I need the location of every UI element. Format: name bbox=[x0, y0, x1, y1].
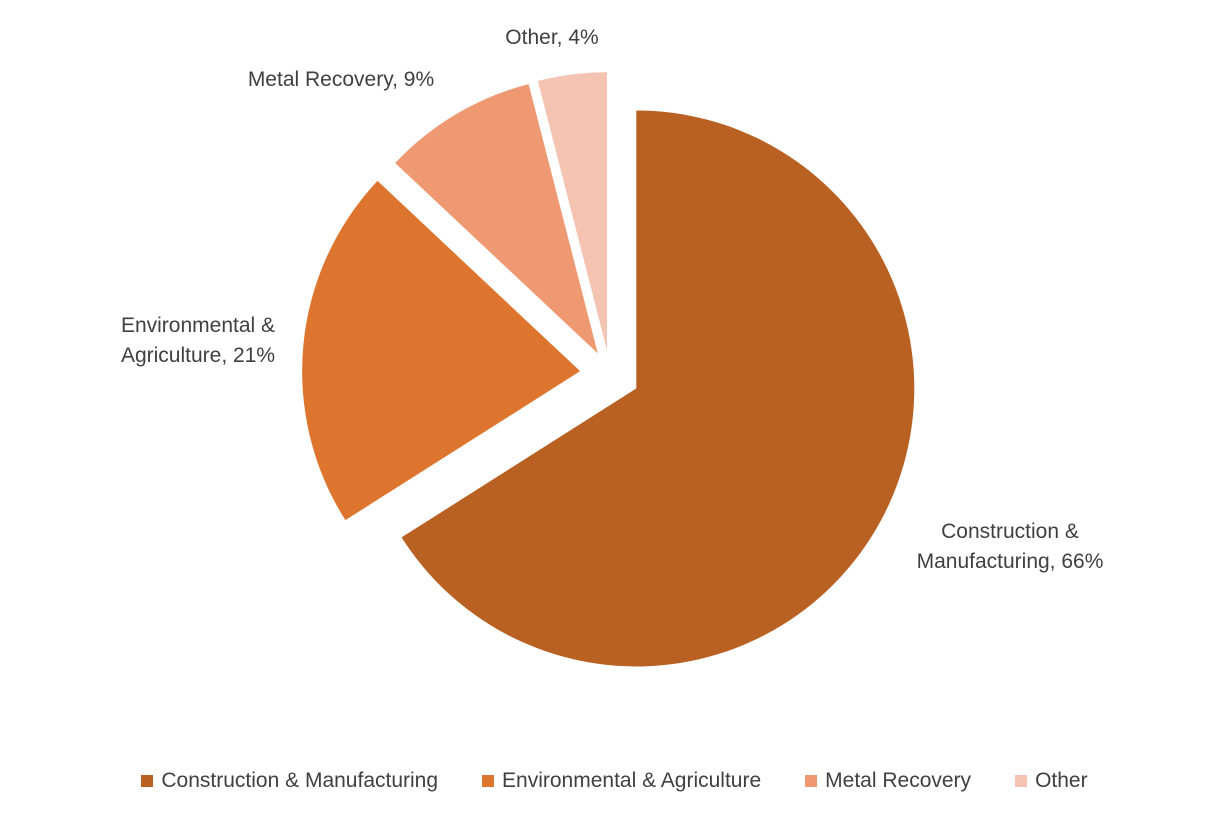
legend-swatch bbox=[141, 775, 154, 787]
pie-slices bbox=[302, 72, 915, 667]
legend-label: Other bbox=[1035, 769, 1088, 792]
data-label-line: Agriculture, 21% bbox=[121, 344, 275, 367]
legend-item-metal-recovery: Metal Recovery bbox=[805, 769, 971, 793]
data-label-line: Construction & bbox=[941, 520, 1079, 543]
data-label: Metal Recovery, 9% bbox=[248, 68, 434, 91]
data-label: Construction & Manufacturing, 66% bbox=[917, 520, 1104, 573]
legend-item-environmental-agriculture: Environmental & Agriculture bbox=[482, 769, 761, 793]
legend-label: Metal Recovery bbox=[825, 769, 972, 792]
legend-label: Construction & Manufacturing bbox=[161, 769, 439, 792]
pie-slice-other bbox=[537, 72, 607, 351]
data-label: Other, 4% bbox=[505, 26, 598, 49]
pie-slice-metal-recovery bbox=[395, 84, 598, 354]
pie-labels: Construction & Manufacturing, 66% Environm… bbox=[121, 26, 1103, 573]
legend-swatch bbox=[805, 775, 818, 787]
chart-legend: Construction & Manufacturing Environment… bbox=[0, 764, 1229, 798]
legend-swatch bbox=[1015, 775, 1028, 787]
legend-label: Environmental & Agriculture bbox=[502, 769, 762, 792]
pie-slice-construction-manufacturing bbox=[401, 110, 915, 667]
legend-item-other: Other bbox=[1015, 769, 1088, 793]
legend-swatch bbox=[482, 775, 495, 787]
legend-item-construction-manufacturing: Construction & Manufacturing bbox=[141, 769, 438, 793]
data-label: Environmental & Agriculture, 21% bbox=[121, 314, 275, 367]
data-label-line: Metal Recovery, 9% bbox=[248, 68, 434, 91]
data-label-line: Environmental & bbox=[121, 314, 275, 337]
pie-slice-environmental-agriculture bbox=[302, 180, 581, 521]
data-label-line: Manufacturing, 66% bbox=[917, 550, 1104, 573]
data-label-line: Other, 4% bbox=[505, 26, 598, 49]
